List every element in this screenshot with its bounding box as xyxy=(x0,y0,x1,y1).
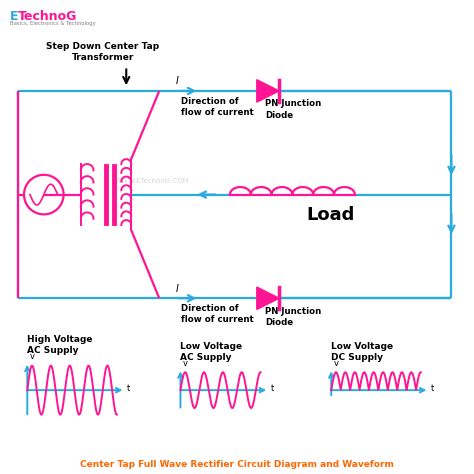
Text: PN Junction
Diode: PN Junction Diode xyxy=(265,307,321,327)
Text: TechnoG: TechnoG xyxy=(18,10,78,23)
Text: v: v xyxy=(334,358,338,367)
Text: I: I xyxy=(175,76,178,86)
Text: Basics, Electronics & Technology: Basics, Electronics & Technology xyxy=(10,21,95,26)
Polygon shape xyxy=(257,80,279,102)
Text: WWW.ETechnoG.COM: WWW.ETechnoG.COM xyxy=(115,178,190,184)
Text: E: E xyxy=(10,10,18,23)
Text: t: t xyxy=(431,384,434,393)
Text: Direction of
flow of current: Direction of flow of current xyxy=(182,97,254,117)
Text: PN Junction
Diode: PN Junction Diode xyxy=(265,100,321,119)
Text: Center Tap Full Wave Rectifier Circuit Diagram and Waveform: Center Tap Full Wave Rectifier Circuit D… xyxy=(80,460,394,469)
Text: Load: Load xyxy=(307,206,355,224)
Text: v: v xyxy=(183,358,188,367)
Text: Direction of
flow of current: Direction of flow of current xyxy=(182,304,254,324)
Text: I: I xyxy=(175,283,178,293)
Text: Step Down Center Tap
Transformer: Step Down Center Tap Transformer xyxy=(46,42,159,62)
Text: t: t xyxy=(271,384,274,393)
Text: High Voltage
AC Supply: High Voltage AC Supply xyxy=(27,335,93,356)
Text: Low Voltage
DC Supply: Low Voltage DC Supply xyxy=(331,342,393,362)
Text: v: v xyxy=(30,352,35,361)
Text: Low Voltage
AC Supply: Low Voltage AC Supply xyxy=(181,342,243,362)
Polygon shape xyxy=(257,287,279,310)
Text: t: t xyxy=(127,384,130,393)
